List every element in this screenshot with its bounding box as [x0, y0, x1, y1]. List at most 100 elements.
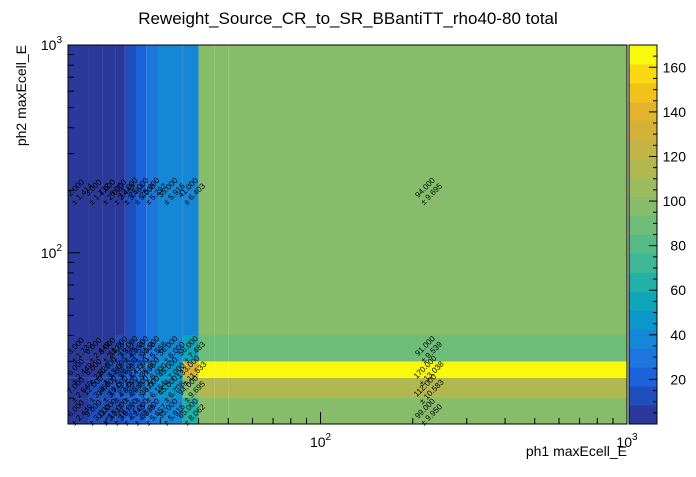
heatmap-cell — [158, 335, 183, 362]
heatmap-cell — [214, 45, 229, 336]
heatmap-cell — [182, 361, 199, 378]
x-tick-label: 102 — [310, 432, 332, 450]
heatmap-cell — [214, 335, 229, 362]
colorbar-tick-label: 20 — [670, 371, 686, 387]
heatmap-cell — [68, 377, 89, 399]
y-tick-label: 102 — [41, 243, 63, 261]
heatmap-cell — [115, 335, 125, 362]
heatmap-cell — [102, 398, 116, 424]
heatmap-cell — [88, 377, 103, 399]
heatmap-cell — [198, 361, 215, 378]
heatmap-cell — [124, 398, 136, 424]
heatmap-cell — [68, 45, 89, 336]
heatmap-cell — [158, 361, 183, 378]
colorbar-tick-label: 40 — [670, 327, 686, 343]
heatmap-cell — [182, 335, 199, 362]
colorbar-swatch — [629, 45, 657, 65]
colorbar-tick-label: 140 — [663, 104, 687, 120]
heatmap-cell — [146, 335, 159, 362]
heatmap-cell — [115, 377, 125, 399]
colorbar-tick-label: 120 — [663, 148, 687, 164]
chart-title: Reweight_Source_CR_to_SR_BBantiTT_rho40-… — [138, 9, 558, 28]
colorbar-tick-label: 80 — [670, 238, 686, 254]
y-axis-title: ph2 maxEcell_E — [13, 45, 29, 146]
colorbar-swatch — [629, 272, 657, 292]
colorbar-swatch — [629, 63, 657, 84]
heatmap-cell — [124, 45, 136, 336]
heatmap-cell — [228, 361, 627, 378]
colorbar-swatch — [629, 348, 657, 368]
heatmap-cell — [135, 377, 147, 399]
colorbar-swatch — [629, 158, 657, 179]
colorbar-swatch — [629, 215, 657, 235]
x-axis-title: ph1 maxEcell_E — [526, 443, 627, 459]
heatmap-cell — [115, 398, 125, 424]
heatmap-cell — [102, 361, 116, 378]
heatmap-cell — [146, 45, 159, 336]
heatmap-cell — [198, 335, 215, 362]
heatmap-cell — [182, 45, 199, 336]
colorbar-swatch — [629, 329, 657, 349]
heatmap-cell — [198, 377, 215, 399]
y-tick-label: 103 — [41, 35, 63, 53]
color-scale: 20 40 60 80 100 120 140 160 — [628, 44, 687, 425]
heatmap-cell — [102, 335, 116, 362]
colorbar-swatch — [629, 253, 657, 273]
heatmap-cell — [146, 398, 159, 424]
heatmap-cell — [135, 398, 147, 424]
heatmap-cell — [135, 45, 147, 336]
x-tick-label: 103 — [616, 432, 638, 450]
colorbar-tick-label: 60 — [670, 282, 686, 298]
heatmap-cell — [158, 398, 183, 424]
heatmap-cell — [68, 335, 89, 362]
heatmap-cell — [102, 377, 116, 399]
heatmap-cell — [182, 377, 199, 399]
colorbar-tick-label: 100 — [663, 193, 687, 209]
colorbar-swatch — [629, 139, 657, 160]
colorbar-swatch — [629, 120, 657, 141]
heatmap-cell — [198, 45, 215, 336]
heatmap-cell — [88, 361, 103, 378]
plot-frame — [67, 44, 628, 425]
heatmap-cell — [115, 361, 125, 378]
heatmap-cell — [88, 335, 103, 362]
colorbar-swatch — [629, 367, 657, 387]
colorbar-swatch — [629, 101, 657, 122]
heatmap-cell — [158, 45, 183, 336]
heatmap-cell — [214, 377, 229, 399]
heatmap-cell — [135, 335, 147, 362]
heatmap-cell — [214, 361, 229, 378]
heatmap-cell — [146, 361, 159, 378]
heatmap-cell — [228, 398, 627, 424]
heatmap-cell — [228, 335, 627, 362]
colorbar-swatch — [629, 291, 657, 311]
heatmap-cell — [146, 377, 159, 399]
colorbar-swatch — [629, 310, 657, 330]
heatmap-cell — [158, 377, 183, 399]
heatmap-cell — [214, 398, 229, 424]
heatmap-cell — [198, 398, 215, 424]
heatmap-cell — [228, 377, 627, 399]
heatmap-cell — [124, 335, 136, 362]
heatmap-cell — [68, 361, 89, 378]
axes: 102 103 102 103 — [41, 35, 638, 450]
heatmap-cell — [228, 45, 627, 336]
heatmap-cell — [88, 45, 103, 336]
colorbar-swatch — [629, 177, 657, 198]
colorbar-tick-label: 160 — [663, 59, 687, 75]
heatmap-cell — [135, 361, 147, 378]
heatmap-cell — [182, 398, 199, 424]
colorbar-swatch — [629, 405, 657, 425]
heatmap-cell — [102, 45, 116, 336]
heatmap-cell — [124, 361, 136, 378]
colorbar-swatch — [629, 234, 657, 254]
colorbar-swatch — [629, 196, 657, 217]
heatmap-cell — [124, 377, 136, 399]
heatmap-cell — [88, 398, 103, 424]
heatmap-cells — [68, 45, 627, 424]
heatmap-cell — [68, 398, 89, 424]
colorbar-swatch — [629, 386, 657, 406]
